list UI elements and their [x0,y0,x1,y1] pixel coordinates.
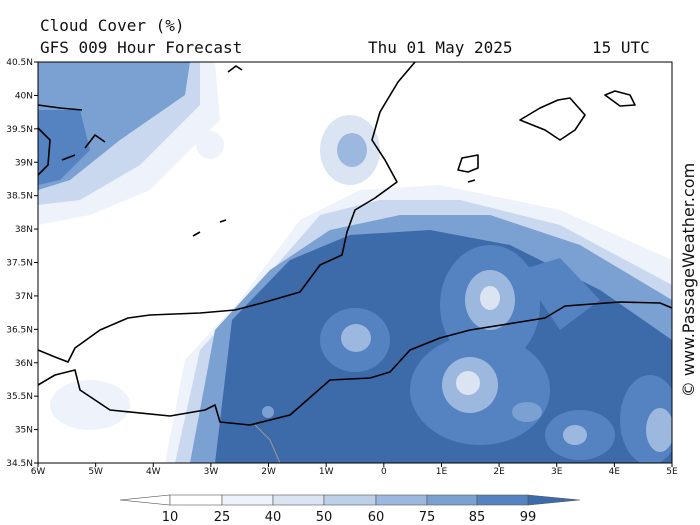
colorbar-label: 50 [316,510,333,525]
lon-label: 4E [609,467,621,477]
colorbar-label: 60 [368,510,385,525]
lon-label: 1W [319,467,334,477]
lat-label: 39N [15,158,33,168]
lat-label: 35.5N [6,392,33,402]
lat-label: 39.5N [6,125,33,135]
lat-label: 37N [15,292,33,302]
lat-label: 40N [15,91,33,101]
lon-label: 2E [493,467,505,477]
lon-label: 6W [31,467,46,477]
lon-label: 5W [88,467,103,477]
lon-label: 5E [666,467,678,477]
lat-label: 36N [15,359,33,369]
lon-label: 3E [551,467,563,477]
colorbar-label: 25 [214,510,231,525]
lat-label: 35N [15,426,33,436]
lon-label: 2W [261,467,276,477]
lat-label: 36.5N [6,325,33,335]
colorbar-label: 85 [469,510,486,525]
lon-label: 3W [204,467,219,477]
subtitle: GFS 009 Hour Forecast [40,38,242,57]
lat-label: 40.5N [6,58,33,68]
axis-labels: 40.5N 40N 39.5N 39N 38.5N 38N 37.5N 37N 36.5N 36N… [6,58,678,477]
lat-label: 38N [15,225,33,235]
lat-label: 34.5N [6,459,33,469]
lon-label: 0 [381,467,387,477]
lon-label: 4W [146,467,161,477]
title: Cloud Cover (%) [40,16,185,35]
colorbar-label: 75 [419,510,436,525]
colorbar: 10 25 40 50 60 75 85 99 [119,494,581,525]
colorbar-label: 40 [265,510,282,525]
credit: © www.PassageWeather.com [679,163,698,397]
time: 15 UTC [592,38,650,57]
coastlines [37,61,673,464]
lon-label: 1E [436,467,448,477]
lat-label: 38.5N [6,192,33,202]
cloud-field [38,62,672,463]
date: Thu 01 May 2025 [368,38,513,57]
lat-label: 37.5N [6,259,33,269]
colorbar-label: 99 [520,510,537,525]
colorbar-label: 10 [162,510,179,525]
